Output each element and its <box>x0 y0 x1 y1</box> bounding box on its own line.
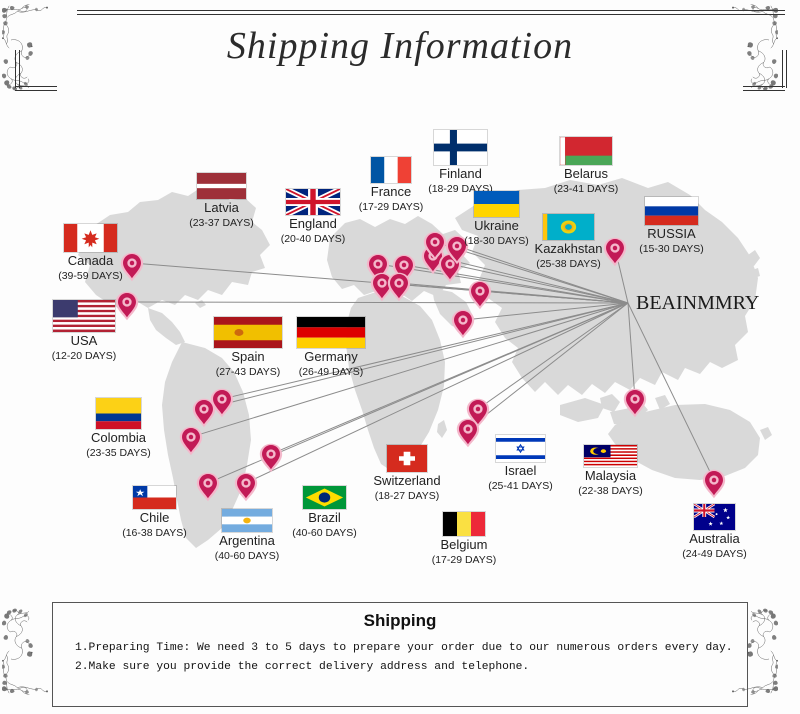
Germany <box>297 317 365 348</box>
Russia <box>645 197 698 225</box>
Belgium <box>443 512 485 536</box>
Belarus <box>560 137 612 165</box>
Malaysia <box>584 445 637 467</box>
Ukraine <box>474 191 519 217</box>
Chile <box>133 486 176 509</box>
Latvia <box>197 173 246 199</box>
Israel <box>496 435 545 462</box>
Spain <box>214 317 282 348</box>
England <box>286 189 340 215</box>
Canada <box>64 224 117 252</box>
USA <box>53 300 115 332</box>
Brazil <box>303 486 346 509</box>
Australia <box>694 504 735 530</box>
Kazakhstan <box>543 214 594 240</box>
Switzerland <box>387 445 427 472</box>
svg-text:BEAINMMRY: BEAINMMRY <box>636 292 759 314</box>
Colombia <box>96 398 141 429</box>
Argentina <box>222 509 272 532</box>
Finland <box>434 130 487 165</box>
